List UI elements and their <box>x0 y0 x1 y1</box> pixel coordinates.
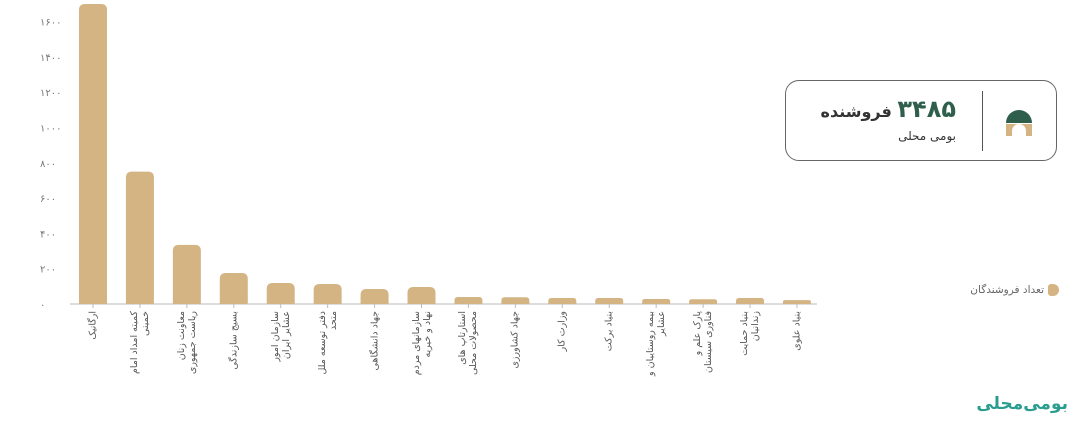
bar <box>642 299 671 304</box>
bar <box>125 171 154 304</box>
y-tick-label: ۱۶۰۰ <box>40 18 61 29</box>
icon <box>1006 110 1032 136</box>
bar <box>501 297 530 304</box>
x-tick-label: سازمان امور عشایر ایران <box>269 311 292 362</box>
y-tick-label: ۸۰۰ <box>40 159 56 170</box>
x-tick-label: استارتاپ های محصولات محلی <box>457 311 480 376</box>
y-tick-label: ۶۰۰ <box>40 194 56 205</box>
bar <box>548 298 577 304</box>
y-tick-label: ۰ <box>40 300 45 311</box>
x-tick-label: بنیاد برکت <box>603 311 615 352</box>
bar <box>219 272 248 304</box>
y-tick-label: ۴۰۰ <box>40 229 56 240</box>
x-tick-label: معاونت زنان ریاست جمهوری <box>175 311 198 375</box>
y-tick-label: ۲۰۰ <box>40 265 56 276</box>
x-tick-label: سازمانهای مردم نهاد و خیریه <box>410 311 433 376</box>
x-tick-label: پارک علم و فناوری سیستان <box>692 311 715 373</box>
card-count: ۳۴۸۵ <box>897 95 956 123</box>
bar <box>782 300 811 304</box>
x-tick-label: بنیاد علوی <box>791 311 803 351</box>
card-subtitle: بومی محلی <box>898 129 956 143</box>
divider <box>982 91 983 151</box>
bar <box>79 4 107 304</box>
bar <box>736 298 765 304</box>
card-unit: فروشنده <box>820 102 892 121</box>
card-heading: ۳۴۸۵ فروشنده <box>821 95 957 123</box>
x-tick-label: بسیج سازندگی <box>228 311 240 370</box>
legend-label: تعداد فروشندگان <box>970 284 1044 296</box>
legend-swatch <box>1048 284 1059 296</box>
summary-card: ۳۴۸۵ فروشنده بومی محلی <box>785 80 1057 161</box>
x-tick-label: جهاد دانشگاهی <box>369 311 381 371</box>
x-tick-label: بیمه روستاییان و عشایر <box>645 311 668 377</box>
x-tick-label: دفتر توسعه ملل متحد <box>316 311 339 375</box>
legend: تعداد فروشندگان <box>970 284 1059 296</box>
x-tick-label: بنیاد حمایت زندانیان <box>739 311 762 356</box>
bar <box>360 289 389 304</box>
x-tick-label: ارگانیک <box>87 311 99 340</box>
x-tick-label: وزارت کار <box>556 311 568 352</box>
bar <box>689 299 718 304</box>
y-tick-label: ۱۲۰۰ <box>40 88 61 99</box>
y-tick-label: ۱۴۰۰ <box>40 53 61 64</box>
bar <box>266 283 295 304</box>
x-tick-label: کمیته امداد امام خمینی <box>128 311 151 374</box>
bar <box>407 287 436 304</box>
bar <box>595 298 624 304</box>
logo: بومی‌محلی <box>976 394 1068 414</box>
bar <box>172 244 201 304</box>
x-tick-label: جهاد کشاورزی <box>509 311 521 369</box>
bar <box>454 296 483 304</box>
bar <box>313 284 342 304</box>
y-tick-label: ۱۰۰۰ <box>40 124 61 135</box>
